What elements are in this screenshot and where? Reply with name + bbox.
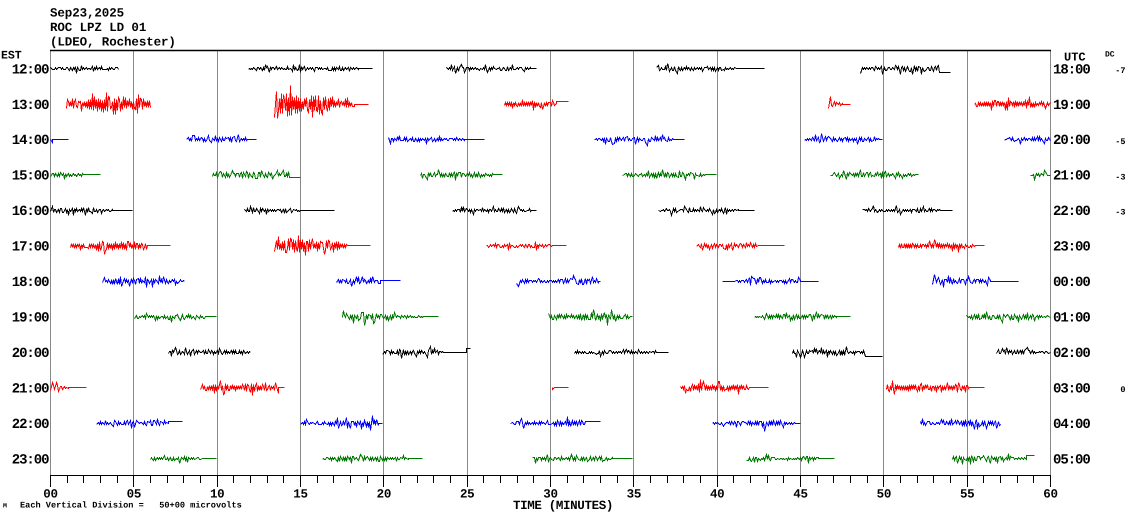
svg-text:22:00: 22:00: [12, 417, 49, 433]
svg-text:Each Vertical Division = 50+: Each Vertical Division = 50+00 microvolt…: [20, 501, 242, 511]
svg-text:17:00: 17:00: [12, 240, 49, 256]
svg-text:0: 0: [1120, 385, 1125, 395]
svg-text:05: 05: [127, 487, 141, 501]
svg-text:12:00: 12:00: [12, 62, 49, 78]
svg-text:19:00: 19:00: [12, 311, 49, 327]
svg-text:16:00: 16:00: [12, 204, 49, 220]
svg-text:18:00: 18:00: [1053, 62, 1090, 78]
svg-text:-5: -5: [1115, 137, 1125, 147]
svg-text:40: 40: [710, 487, 724, 501]
svg-text:22:00: 22:00: [1053, 204, 1090, 220]
svg-text:25: 25: [460, 487, 474, 501]
svg-text:10: 10: [210, 487, 224, 501]
svg-text:20:00: 20:00: [1053, 133, 1090, 149]
svg-text:-3: -3: [1115, 172, 1125, 182]
svg-text:UTC: UTC: [1064, 51, 1086, 65]
svg-text:30: 30: [543, 487, 557, 501]
svg-text:21:00: 21:00: [12, 381, 49, 397]
svg-text:(LDEO, Rochester): (LDEO, Rochester): [50, 36, 176, 50]
svg-text:02:00: 02:00: [1053, 346, 1090, 362]
svg-text:04:00: 04:00: [1053, 417, 1090, 433]
svg-text:19:00: 19:00: [1053, 98, 1090, 114]
svg-text:00:00: 00:00: [1053, 275, 1090, 291]
svg-text:DC: DC: [1105, 51, 1115, 60]
svg-text:Sep23,2025: Sep23,2025: [50, 7, 124, 21]
svg-text:-3: -3: [1115, 208, 1125, 218]
svg-text:55: 55: [960, 487, 974, 501]
svg-text:01:00: 01:00: [1053, 311, 1090, 327]
svg-text:20:00: 20:00: [12, 346, 49, 362]
svg-text:60: 60: [1043, 487, 1057, 501]
svg-text:23:00: 23:00: [12, 452, 49, 468]
svg-text:15:00: 15:00: [12, 169, 49, 185]
svg-text:EST: EST: [1, 50, 22, 63]
svg-text:-7: -7: [1115, 66, 1125, 76]
svg-text:15: 15: [293, 487, 307, 501]
svg-text:13:00: 13:00: [12, 98, 49, 114]
svg-text:ROC LPZ LD 01: ROC LPZ LD 01: [50, 21, 146, 35]
svg-text:20: 20: [377, 487, 391, 501]
svg-text:14:00: 14:00: [12, 133, 49, 149]
svg-text:23:00: 23:00: [1053, 240, 1090, 256]
svg-text:03:00: 03:00: [1053, 381, 1090, 397]
svg-text:M: M: [3, 503, 7, 510]
svg-text:21:00: 21:00: [1053, 169, 1090, 185]
svg-text:TIME (MINUTES): TIME (MINUTES): [513, 499, 613, 513]
svg-text:35: 35: [627, 487, 641, 501]
svg-text:00: 00: [43, 487, 57, 501]
svg-text:45: 45: [793, 487, 807, 501]
svg-text:18:00: 18:00: [12, 275, 49, 291]
svg-text:05:00: 05:00: [1053, 452, 1090, 468]
svg-text:50: 50: [877, 487, 891, 501]
